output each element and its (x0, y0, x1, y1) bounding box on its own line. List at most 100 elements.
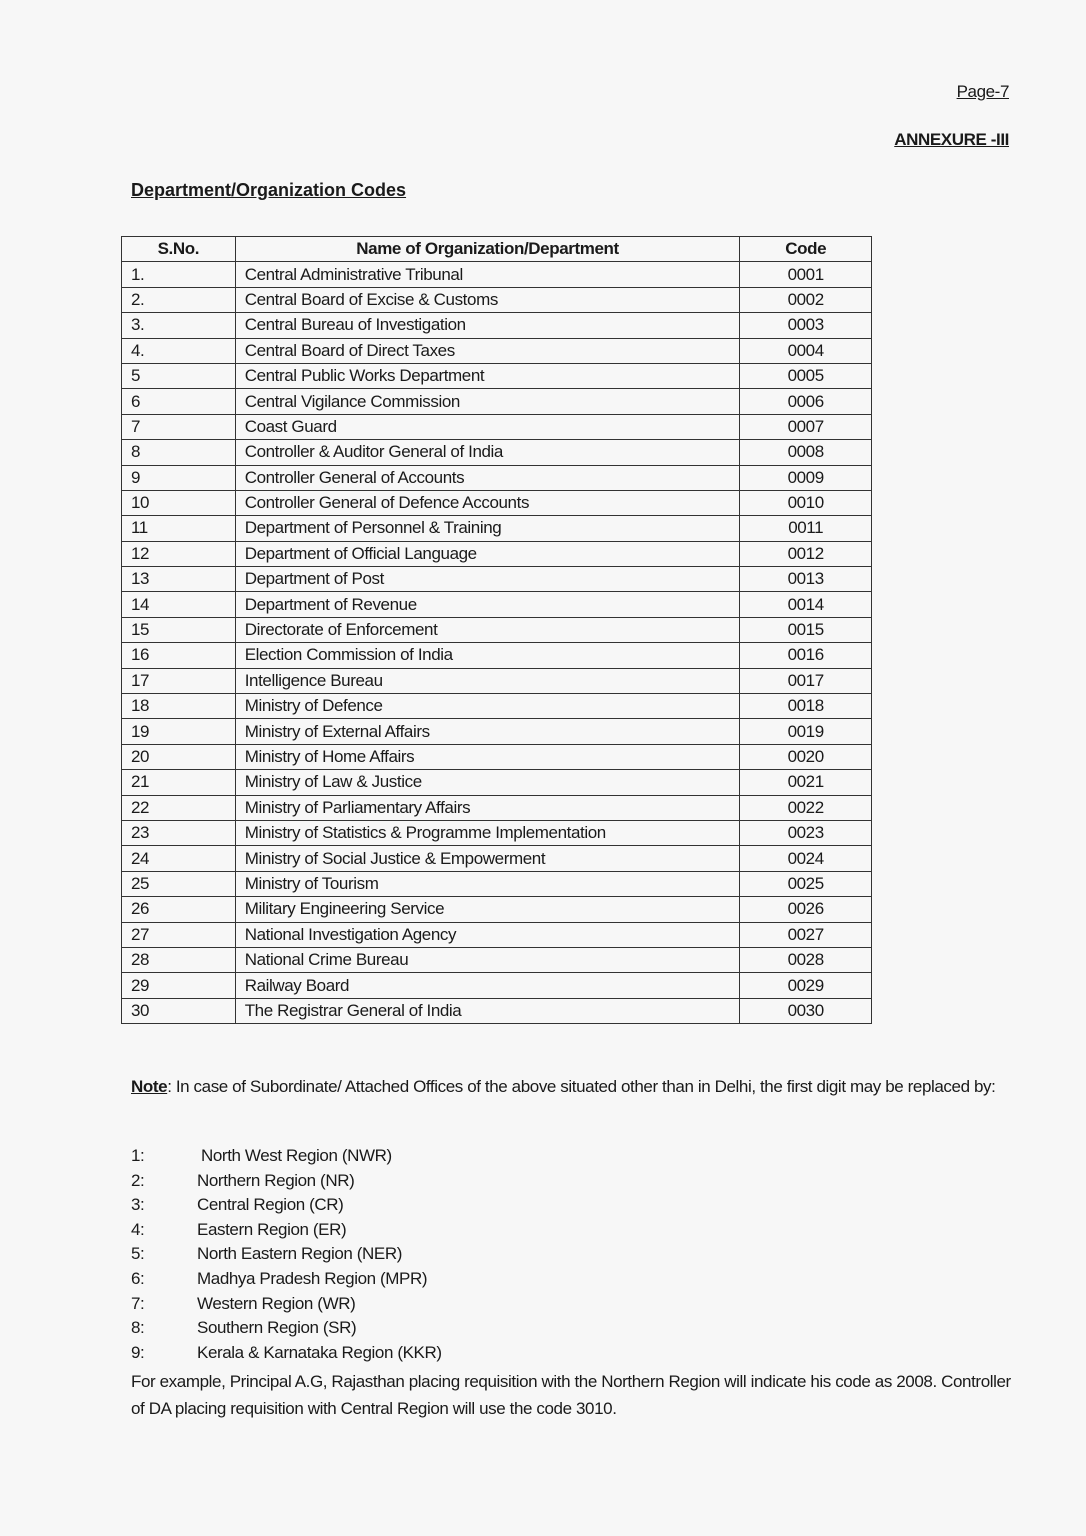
cell-code: 0026 (739, 896, 872, 923)
region-item: 1: North West Region (NWR) (131, 1146, 392, 1166)
cell-sno: 11 (121, 515, 236, 542)
cell-name: Ministry of Defence (234, 693, 741, 720)
cell-code: 0010 (739, 489, 872, 517)
table-row: 7 Coast Guard 0007 (121, 413, 872, 441)
table-row: 6 Central Vigilance Commission 0006 (121, 388, 872, 415)
table-row: 27 National Investigation Agency 0027 (121, 921, 872, 948)
cell-sno: 7 (121, 413, 236, 441)
region-item: 7: Western Region (WR) (131, 1293, 356, 1314)
table-row: 4. Central Board of Direct Taxes 0004 (121, 337, 872, 364)
cell-sno: 25 (121, 870, 236, 898)
cell-sno: 27 (121, 921, 236, 948)
table-row: 28 National Crime Bureau 0028 (121, 946, 872, 974)
region-item: 6: Madhya Pradesh Region (MPR) (131, 1269, 428, 1289)
cell-code: 0003 (739, 312, 872, 339)
cell-name: Ministry of Home Affairs (234, 743, 741, 771)
region-digit: 6: (131, 1269, 145, 1288)
cell-sno: 3. (121, 312, 236, 339)
region-digit: 9: (131, 1342, 145, 1362)
cell-name: Department of Revenue (234, 591, 741, 618)
cell-name: Ministry of Tourism (234, 870, 741, 898)
cell-name: Central Administrative Tribunal (234, 261, 741, 288)
cell-code: 0030 (739, 997, 872, 1025)
cell-code: 0001 (739, 261, 872, 288)
region-item: 3: Central Region (CR) (131, 1195, 344, 1215)
table-row: 21 Ministry of Law & Justice 0021 (121, 769, 872, 796)
cell-code: 0020 (739, 743, 872, 771)
table-row: 3. Central Bureau of Investigation 0003 (121, 312, 872, 339)
region-item: 4: Eastern Region (ER) (131, 1219, 347, 1240)
cell-code: 0015 (739, 616, 872, 644)
table-row: 5 Central Public Works Department 0005 (121, 362, 872, 390)
note-text: : In case of Subordinate/ Attached Offic… (167, 1077, 996, 1096)
cell-sno: 13 (121, 566, 236, 593)
table-row: 12 Department of Official Language 0012 (121, 540, 872, 568)
table-row: 8 Controller & Auditor General of India 00… (121, 439, 872, 466)
cell-code: 0023 (739, 819, 872, 847)
region-name: North West Region (NWR) (201, 1146, 392, 1165)
cell-name: National Investigation Agency (234, 921, 741, 948)
codes-table: S.No. Name of Organization/Department Co… (121, 235, 872, 1025)
region-digit: 3: (131, 1195, 145, 1215)
cell-name: Department of Post (234, 566, 741, 593)
cell-sno: 6 (121, 388, 236, 415)
cell-name: Central Bureau of Investigation (234, 312, 741, 339)
region-digit: 1: (131, 1146, 145, 1165)
example-paragraph: For example, Principal A.G, Rajasthan pl… (131, 1372, 1011, 1418)
cell-sno: 26 (121, 896, 236, 923)
cell-code: 0019 (739, 718, 872, 745)
cell-name: Central Vigilance Commission (234, 388, 741, 415)
cell-name: Intelligence Bureau (234, 667, 741, 695)
region-name: Central Region (CR) (197, 1195, 344, 1215)
region-name: Northern Region (NR) (197, 1170, 355, 1190)
cell-code: 0007 (739, 413, 872, 441)
cell-name: Ministry of Social Justice & Empowerment (234, 845, 741, 872)
table-row: 17 Intelligence Bureau 0017 (121, 667, 872, 695)
cell-code: 0016 (739, 642, 872, 669)
cell-name: National Crime Bureau (234, 946, 741, 974)
region-item: 5: North Eastern Region (NER) (131, 1244, 402, 1264)
table-row: 9 Controller General of Accounts 0009 (121, 464, 872, 491)
cell-name: Controller & Auditor General of India (234, 439, 741, 466)
table-header-row: S.No. Name of Organization/Department Co… (121, 235, 872, 263)
cell-code: 0009 (739, 464, 872, 491)
table-row: 14 Department of Revenue 0014 (121, 591, 872, 618)
cell-name: Central Board of Excise & Customs (234, 286, 741, 314)
cell-name: The Registrar General of India (234, 997, 741, 1025)
annexure-heading: ANNEXURE -III (894, 130, 1009, 149)
region-digit: 5: (131, 1244, 145, 1264)
cell-code: 0013 (739, 566, 872, 593)
region-name: Kerala & Karnataka Region (KKR) (197, 1342, 442, 1362)
cell-code: 0021 (739, 769, 872, 796)
cell-sno: 20 (121, 743, 236, 771)
cell-sno: 22 (121, 794, 236, 821)
cell-sno: 28 (121, 946, 236, 974)
table-row: 30 The Registrar General of India 0030 (121, 997, 872, 1025)
cell-sno: 5 (121, 362, 236, 390)
region-digit: 7: (131, 1293, 145, 1313)
cell-sno: 21 (121, 769, 236, 796)
cell-code: 0004 (739, 337, 872, 364)
cell-name: Railway Board (234, 972, 741, 999)
page-number: Page-7 (956, 82, 1010, 101)
region-digit: 4: (131, 1219, 145, 1239)
cell-code: 0022 (739, 794, 872, 821)
table-row: 18 Ministry of Defence 0018 (121, 693, 872, 720)
cell-name: Ministry of Statistics & Programme Imple… (234, 819, 741, 847)
cell-name: Central Board of Direct Taxes (234, 337, 741, 364)
cell-sno: 4. (121, 337, 236, 364)
region-item: 8: Southern Region (SR) (131, 1318, 357, 1338)
cell-code: 0028 (739, 946, 872, 974)
cell-code: 0011 (739, 515, 872, 542)
cell-name: Controller General of Accounts (234, 464, 741, 491)
table-row: 10 Controller General of Defence Accounts… (121, 489, 872, 517)
region-digit: 8: (131, 1318, 145, 1338)
cell-sno: 10 (121, 489, 236, 517)
cell-code: 0024 (739, 845, 872, 872)
cell-sno: 8 (121, 439, 236, 466)
cell-code: 0005 (739, 362, 872, 390)
cell-name: Military Engineering Service (234, 896, 741, 923)
table-row: 23 Ministry of Statistics & Programme Imp… (121, 819, 872, 847)
note-paragraph: Note: In case of Subordinate/ Attached O… (131, 1073, 1011, 1100)
cell-name: Election Commission of India (234, 642, 741, 669)
